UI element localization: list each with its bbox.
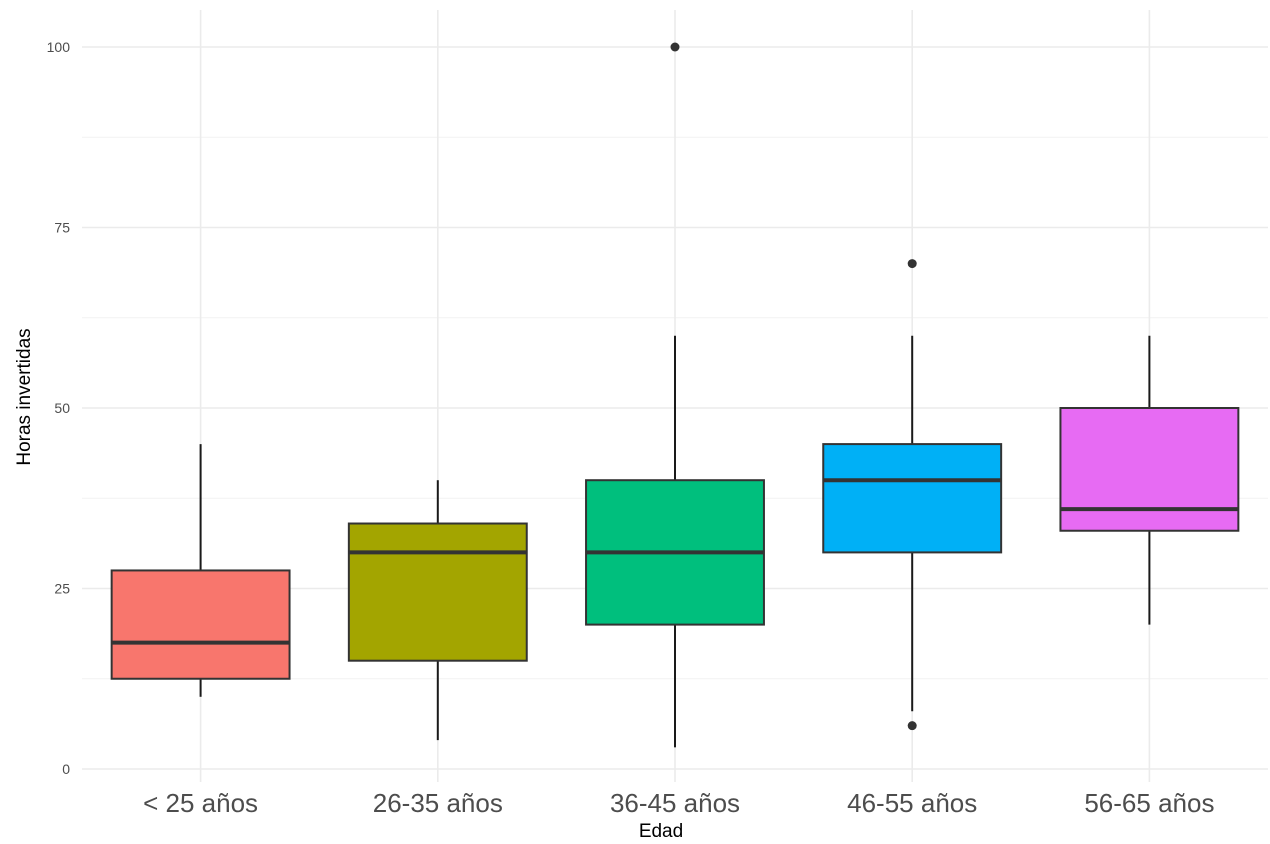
box-body xyxy=(110,569,291,680)
x-tick-label: < 25 años xyxy=(143,788,258,818)
y-tick-label: 50 xyxy=(54,400,70,416)
y-tick-label: 25 xyxy=(54,581,70,597)
plot-area xyxy=(110,42,1240,748)
box-body xyxy=(347,522,528,662)
box-3 xyxy=(585,42,765,748)
outlier-point xyxy=(907,259,917,269)
x-axis-title: Edad xyxy=(639,821,683,842)
box-body xyxy=(1059,407,1240,532)
y-tick-label: 75 xyxy=(54,220,70,236)
outlier-point xyxy=(670,42,680,52)
box-2 xyxy=(347,480,528,741)
x-tick-label: 46-55 años xyxy=(847,788,977,818)
x-tick-label: 56-65 años xyxy=(1084,788,1214,818)
box-5 xyxy=(1059,335,1240,625)
x-tick-label: 26-35 años xyxy=(373,788,503,818)
y-axis-title: Horas invertidas xyxy=(14,328,35,465)
y-tick-label: 100 xyxy=(47,39,71,55)
box-4 xyxy=(822,259,1003,731)
box-body xyxy=(822,443,1003,554)
outlier-point xyxy=(907,721,917,731)
y-tick-label: 0 xyxy=(62,761,70,777)
x-axis-ticks: < 25 años 26-35 años 36-45 años 46-55 años 5… xyxy=(143,788,1214,818)
y-axis-ticks: 0 25 50 75 100 xyxy=(47,39,71,777)
box-1 xyxy=(110,444,291,697)
x-tick-label: 36-45 años xyxy=(610,788,740,818)
